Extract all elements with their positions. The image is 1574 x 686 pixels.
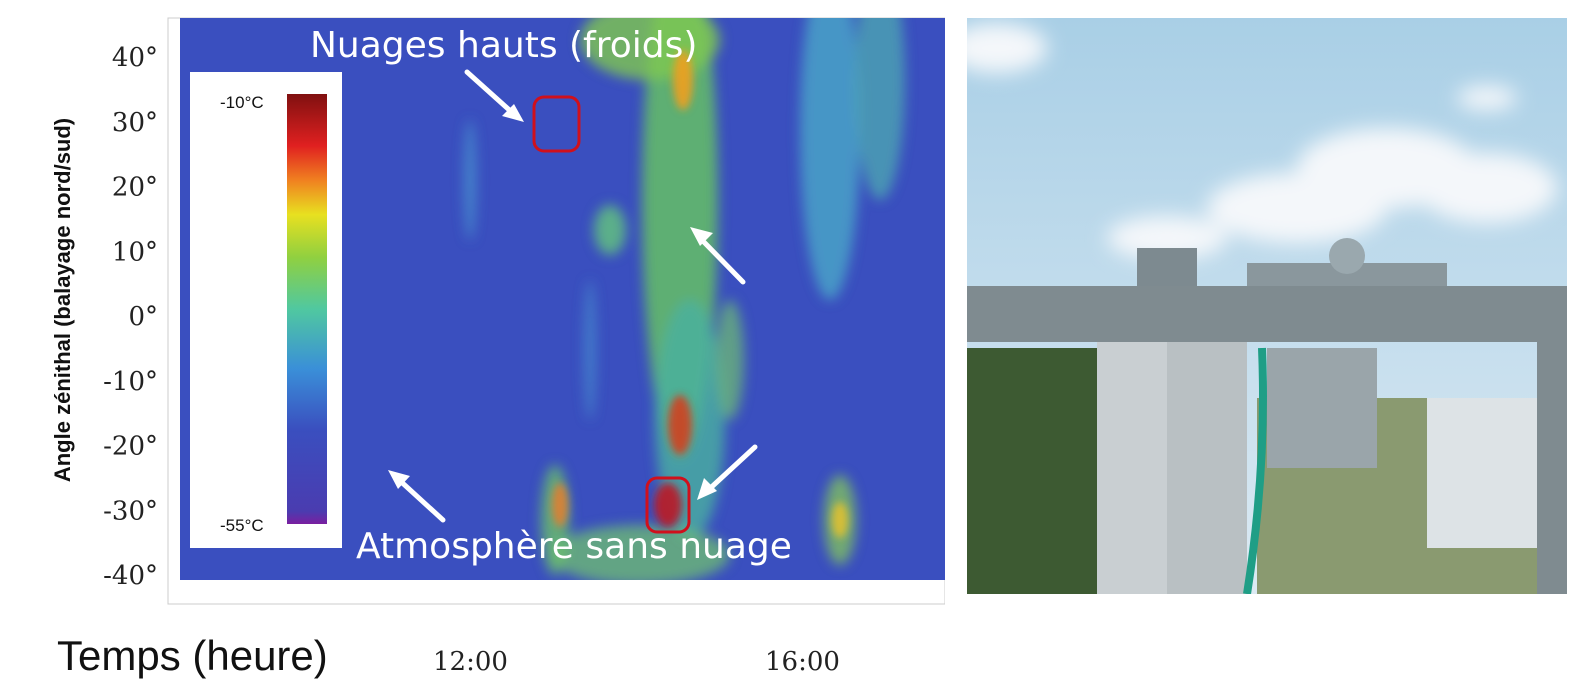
instrument-box: [1137, 248, 1197, 288]
annotation-arrows: [388, 69, 758, 523]
annotation-clear-sky: Atmosphère sans nuage: [356, 526, 792, 567]
x-tick-16: 16:00: [765, 647, 840, 677]
clouds: [967, 23, 1557, 260]
y-tick-label: 10°: [112, 237, 158, 267]
y-tick-label: -40°: [103, 561, 158, 591]
highlight-box-cold-clouds: [532, 95, 581, 153]
colorbar-gradient: [287, 94, 327, 524]
warm-cloud-left: [552, 483, 568, 527]
arrow-icon: [464, 69, 519, 119]
annotation-high-clouds: Nuages hauts (froids): [310, 25, 697, 66]
arrow-head-icon: [690, 227, 713, 246]
rooftop-radiometer-photo: [967, 18, 1567, 594]
y-tick-label: -10°: [103, 367, 158, 397]
y-tick-label: 20°: [112, 173, 158, 203]
warm-cloud-right: [832, 502, 848, 538]
y-tick-label: 0°: [128, 302, 158, 332]
heatmap-chart: -10°C -55°C Nuages hauts (froids) Atmosp…: [50, 17, 945, 679]
warm-cloud-low: [654, 483, 682, 527]
y-axis-label: Angle zénithal (balayage nord/sud): [50, 118, 75, 482]
instrument-photo: [967, 18, 1567, 594]
colorbar-max-label: -10°C: [220, 93, 264, 112]
arrow-icon: [702, 444, 758, 496]
warm-cloud-top: [673, 50, 693, 110]
y-axis-ticks: 40° 30° 20° 10° 0° -10° -20° -30° -40°: [103, 43, 158, 591]
support-post-left: [1097, 342, 1167, 594]
cloud-band-right: [800, 18, 860, 300]
cloud-band-streak5: [584, 280, 596, 420]
heatmap-chart-panel: -10°C -55°C Nuages hauts (froids) Atmosp…: [50, 17, 945, 679]
warm-cloud-mid: [668, 395, 692, 455]
arrow-head-icon: [697, 478, 717, 500]
arrow-head-icon: [388, 470, 410, 489]
cloud-band-mid: [594, 205, 626, 255]
y-tick-label: -20°: [103, 432, 158, 462]
x-axis-label: Temps (heure): [57, 632, 328, 679]
arrow-icon: [697, 235, 746, 285]
right-post: [1537, 298, 1567, 594]
trees: [967, 348, 1097, 594]
colorbar-legend: -10°C -55°C: [190, 72, 342, 548]
arrow-head-icon: [502, 104, 524, 122]
cable: [1243, 347, 1267, 594]
x-tick-12: 12:00: [433, 647, 508, 677]
cloud-band-streak4: [464, 120, 476, 240]
colorbar-min-label: -55°C: [220, 516, 264, 535]
y-tick-label: 30°: [112, 108, 158, 138]
y-tick-label: -30°: [103, 496, 158, 526]
y-tick-label: 40°: [112, 43, 158, 73]
cloud-band-bottom: [550, 525, 730, 580]
support-post-mid: [1167, 342, 1247, 594]
cloud-band-right2: [855, 18, 905, 200]
instrument-dome: [1329, 238, 1365, 274]
instrument-cylinder: [1267, 348, 1377, 468]
heatmap-cloud-features: [464, 18, 905, 580]
horizontal-beam: [967, 286, 1567, 342]
highlight-box-warm-cloud: [645, 476, 691, 534]
cloud-band-streak1: [716, 300, 744, 420]
arrow-icon: [394, 475, 446, 523]
